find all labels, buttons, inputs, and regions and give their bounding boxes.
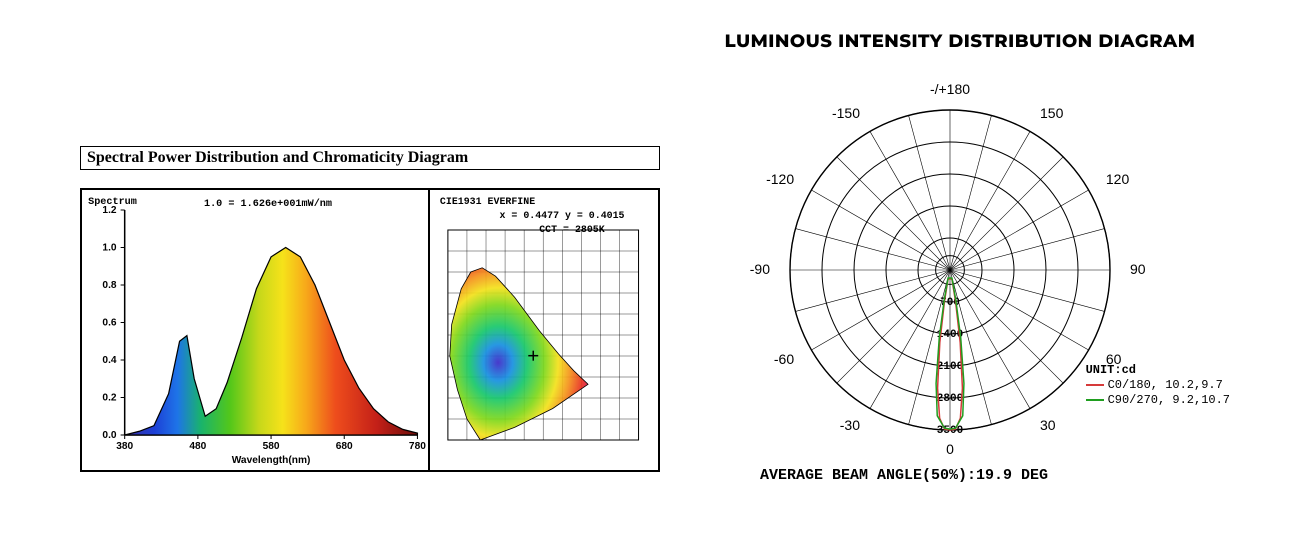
svg-text:Wavelength(nm): Wavelength(nm) <box>232 455 311 466</box>
cie-chart: CIE1931 EVERFINE x = 0.4477 y = 0.4015 CCT… <box>430 190 658 470</box>
svg-text:0: 0 <box>946 441 954 457</box>
svg-text:-150: -150 <box>832 105 860 121</box>
svg-text:0.6: 0.6 <box>102 318 117 329</box>
svg-text:30: 30 <box>1040 417 1056 433</box>
spectral-panel: Spectral Power Distribution and Chromati… <box>80 146 660 472</box>
polar-chart: 7001400210028003500-150-120-90-60-300306… <box>700 60 1220 480</box>
svg-text:680: 680 <box>336 441 353 452</box>
spectral-title: Spectral Power Distribution and Chromati… <box>80 146 660 170</box>
svg-text:2100: 2100 <box>937 361 963 373</box>
svg-text:150: 150 <box>1040 105 1064 121</box>
svg-text:CIE1931 EVERFINE: CIE1931 EVERFINE <box>440 196 535 207</box>
svg-text:0.4: 0.4 <box>102 355 117 366</box>
svg-text:1.0 = 1.626e+001mW/nm: 1.0 = 1.626e+001mW/nm <box>204 198 332 210</box>
svg-text:-90: -90 <box>750 261 770 277</box>
polar-footer: AVERAGE BEAM ANGLE(50%):19.9 DEG <box>760 467 1048 484</box>
svg-text:380: 380 <box>116 441 133 452</box>
svg-text:-/+180: -/+180 <box>930 81 970 97</box>
svg-text:0.0: 0.0 <box>102 430 117 441</box>
svg-text:3500: 3500 <box>937 425 963 437</box>
svg-text:480: 480 <box>189 441 206 452</box>
spectrum-chart: Spectrum1.0 = 1.626e+001mW/nm0.00.20.40.… <box>82 190 430 470</box>
legend-unit: UNIT:cd <box>1086 363 1230 378</box>
svg-text:0.2: 0.2 <box>102 393 117 404</box>
legend-row: C0/180, 10.2,9.7 <box>1086 378 1230 393</box>
legend-row: C90/270, 9.2,10.7 <box>1086 393 1230 408</box>
svg-text:90: 90 <box>1130 261 1146 277</box>
svg-text:120: 120 <box>1106 171 1130 187</box>
svg-text:1.0: 1.0 <box>102 243 117 254</box>
polar-title: LUMINOUS INTENSITY DISTRIBUTION DIAGRAM <box>700 30 1220 52</box>
svg-text:CCT = 2805K: CCT = 2805K <box>539 224 604 235</box>
polar-legend: UNIT:cd C0/180, 10.2,9.7C90/270, 9.2,10.… <box>1086 363 1230 408</box>
svg-text:2800: 2800 <box>937 393 963 405</box>
svg-text:-60: -60 <box>774 351 794 367</box>
svg-text:580: 580 <box>263 441 280 452</box>
svg-text:x = 0.4477 y = 0.4015: x = 0.4477 y = 0.4015 <box>499 210 624 221</box>
svg-text:-120: -120 <box>766 171 794 187</box>
svg-text:-30: -30 <box>840 417 860 433</box>
left-chart-box: Spectrum1.0 = 1.626e+001mW/nm0.00.20.40.… <box>80 188 660 472</box>
polar-panel: LUMINOUS INTENSITY DISTRIBUTION DIAGRAM … <box>700 30 1220 480</box>
svg-text:1.2: 1.2 <box>102 205 117 216</box>
svg-text:0.8: 0.8 <box>102 280 117 291</box>
svg-text:780: 780 <box>409 441 426 452</box>
